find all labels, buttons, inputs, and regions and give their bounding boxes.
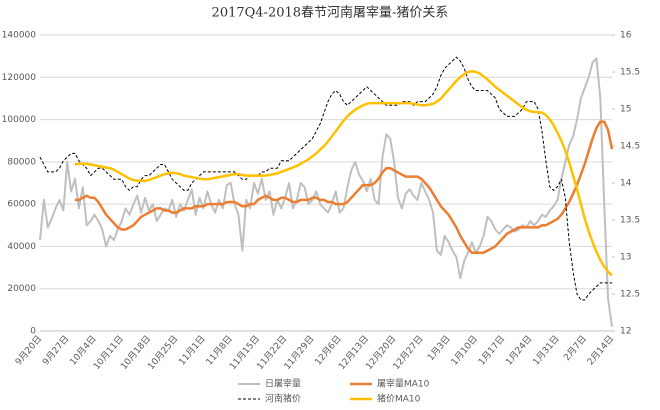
chart-title: 2017Q4-2018春节河南屠宰量-猪价关系 — [212, 5, 449, 21]
y-tick-label: 120000 — [2, 73, 37, 83]
y2-tick-label: 15 — [620, 105, 631, 115]
legend-label: 日屠宰量 — [265, 378, 301, 390]
x-tick-label: 1月10日 — [449, 333, 480, 367]
x-tick-label: 1月24日 — [503, 333, 534, 367]
legend-label: 屠宰量MA10 — [377, 378, 430, 390]
x-tick-label: 1月31日 — [531, 333, 562, 367]
y-tick-label: 40000 — [7, 242, 36, 252]
legend-label: 猪价MA10 — [377, 393, 421, 405]
y2-tick-label: 13 — [620, 253, 631, 263]
y-tick-label: 80000 — [7, 157, 36, 167]
x-tick-label: 1月3日 — [425, 333, 452, 363]
x-tick-label: 9月27日 — [40, 333, 71, 367]
series-line — [39, 57, 613, 327]
series-line — [74, 70, 613, 277]
series-line — [75, 120, 614, 255]
y-tick-label: 0 — [30, 327, 36, 337]
x-tick-label: 11月1日 — [177, 333, 208, 367]
y-tick-label: 20000 — [7, 284, 36, 294]
y2-tick-label: 12.5 — [620, 290, 640, 300]
x-tick-label: 1月17日 — [476, 333, 507, 367]
legend-label: 河南猪价 — [265, 393, 301, 405]
x-tick-label: 2月14日 — [585, 333, 616, 367]
y2-tick-label: 13.5 — [620, 216, 640, 226]
y2-tick-label: 14.5 — [620, 142, 640, 152]
y-tick-label: 60000 — [7, 200, 36, 210]
y2-tick-label: 12 — [620, 327, 631, 337]
y2-tick-label: 14 — [620, 179, 632, 189]
x-tick-label: 9月20日 — [13, 333, 44, 367]
y-tick-label: 100000 — [2, 115, 37, 125]
y-tick-label: 140000 — [2, 31, 37, 41]
series-line — [39, 56, 612, 301]
y2-tick-label: 15.5 — [620, 68, 640, 78]
x-tick-label: 2月7日 — [562, 333, 589, 363]
y2-tick-label: 16 — [620, 31, 632, 41]
